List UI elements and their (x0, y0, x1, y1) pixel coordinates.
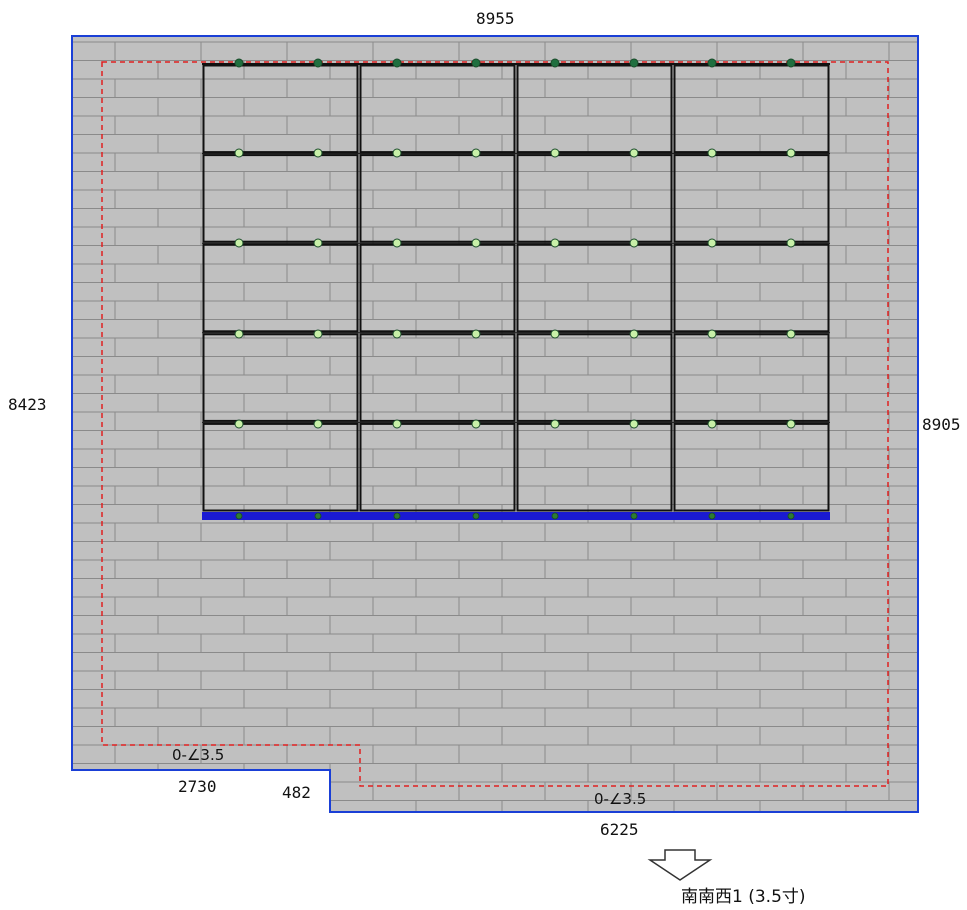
slope-label-right: 0-∠3.5 (594, 790, 646, 808)
solar-panel (202, 64, 359, 154)
mounting-bolts (234, 58, 796, 520)
mounting-bolt (392, 419, 402, 429)
mounting-bolt (313, 419, 323, 429)
down-arrow-icon (647, 849, 713, 881)
solar-panel (516, 154, 673, 243)
mounting-bolt (471, 238, 481, 248)
mounting-bolt (313, 148, 323, 158)
solar-panel-array (202, 63, 830, 512)
dimension-step: 482 (282, 783, 311, 802)
mounting-bolt (707, 148, 717, 158)
mounting-bolt (235, 512, 243, 520)
dimension-bottom-left: 2730 (178, 777, 217, 796)
solar-panel (202, 154, 359, 243)
mounting-bolt (707, 329, 717, 339)
mounting-bolt (234, 329, 244, 339)
mounting-bolt (786, 148, 796, 158)
mounting-bolt (471, 148, 481, 158)
mounting-bolt (313, 238, 323, 248)
solar-panel (673, 333, 830, 422)
mounting-bolt (313, 329, 323, 339)
solar-panel (202, 243, 359, 333)
mounting-bolt (707, 238, 717, 248)
solar-panel (359, 422, 516, 512)
mounting-bolt (471, 329, 481, 339)
mounting-bolt (629, 238, 639, 248)
mounting-bolt (393, 512, 401, 520)
solar-panel (359, 154, 516, 243)
mounting-bolt (234, 419, 244, 429)
mounting-bolt (629, 58, 639, 68)
solar-panel (359, 333, 516, 422)
mounting-bolt (786, 419, 796, 429)
mounting-bolt (707, 419, 717, 429)
solar-panel (516, 333, 673, 422)
dimension-top: 8955 (476, 9, 515, 28)
mounting-bolt (550, 238, 560, 248)
mounting-bolt (550, 148, 560, 158)
mounting-bolt (313, 58, 323, 68)
mounting-bolt (629, 419, 639, 429)
solar-panel (673, 243, 830, 333)
mounting-bolt (234, 58, 244, 68)
mounting-bolt (392, 148, 402, 158)
mounting-bolt (786, 329, 796, 339)
mounting-bolt (629, 148, 639, 158)
mounting-bolt (550, 329, 560, 339)
solar-panel (673, 64, 830, 154)
solar-panel (359, 243, 516, 333)
eave-offset-line (101, 61, 889, 787)
mounting-bolt (707, 58, 717, 68)
mounting-bolt (392, 329, 402, 339)
mounting-bolt (708, 512, 716, 520)
solar-panel (673, 422, 830, 512)
mounting-bolt (630, 512, 638, 520)
solar-panel (516, 422, 673, 512)
mounting-bolt (786, 238, 796, 248)
mounting-rail (202, 512, 830, 520)
solar-panel (673, 154, 830, 243)
roof-outline (71, 35, 919, 813)
mounting-bolt (234, 238, 244, 248)
mounting-bolt (471, 419, 481, 429)
solar-panel (516, 64, 673, 154)
solar-panel (202, 422, 359, 512)
slope-label-left: 0-∠3.5 (172, 746, 224, 764)
mounting-bolt (787, 512, 795, 520)
mounting-bolt (392, 238, 402, 248)
mounting-bolt (471, 58, 481, 68)
dimension-left: 8423 (8, 395, 47, 414)
dimension-bottom-right: 6225 (600, 820, 639, 839)
dimension-right: 8905 (922, 415, 961, 434)
mounting-bolt (550, 58, 560, 68)
mounting-bolt (786, 58, 796, 68)
mounting-bolt (472, 512, 480, 520)
solar-panel (359, 64, 516, 154)
mounting-bolt (392, 58, 402, 68)
mounting-bolt (550, 419, 560, 429)
mounting-bolt (629, 329, 639, 339)
solar-panel (202, 333, 359, 422)
solar-panel (516, 243, 673, 333)
mounting-bolt (314, 512, 322, 520)
mounting-bolt (234, 148, 244, 158)
mounting-bolt (551, 512, 559, 520)
orientation-label: 南南西1 (3.5寸) (681, 887, 806, 907)
